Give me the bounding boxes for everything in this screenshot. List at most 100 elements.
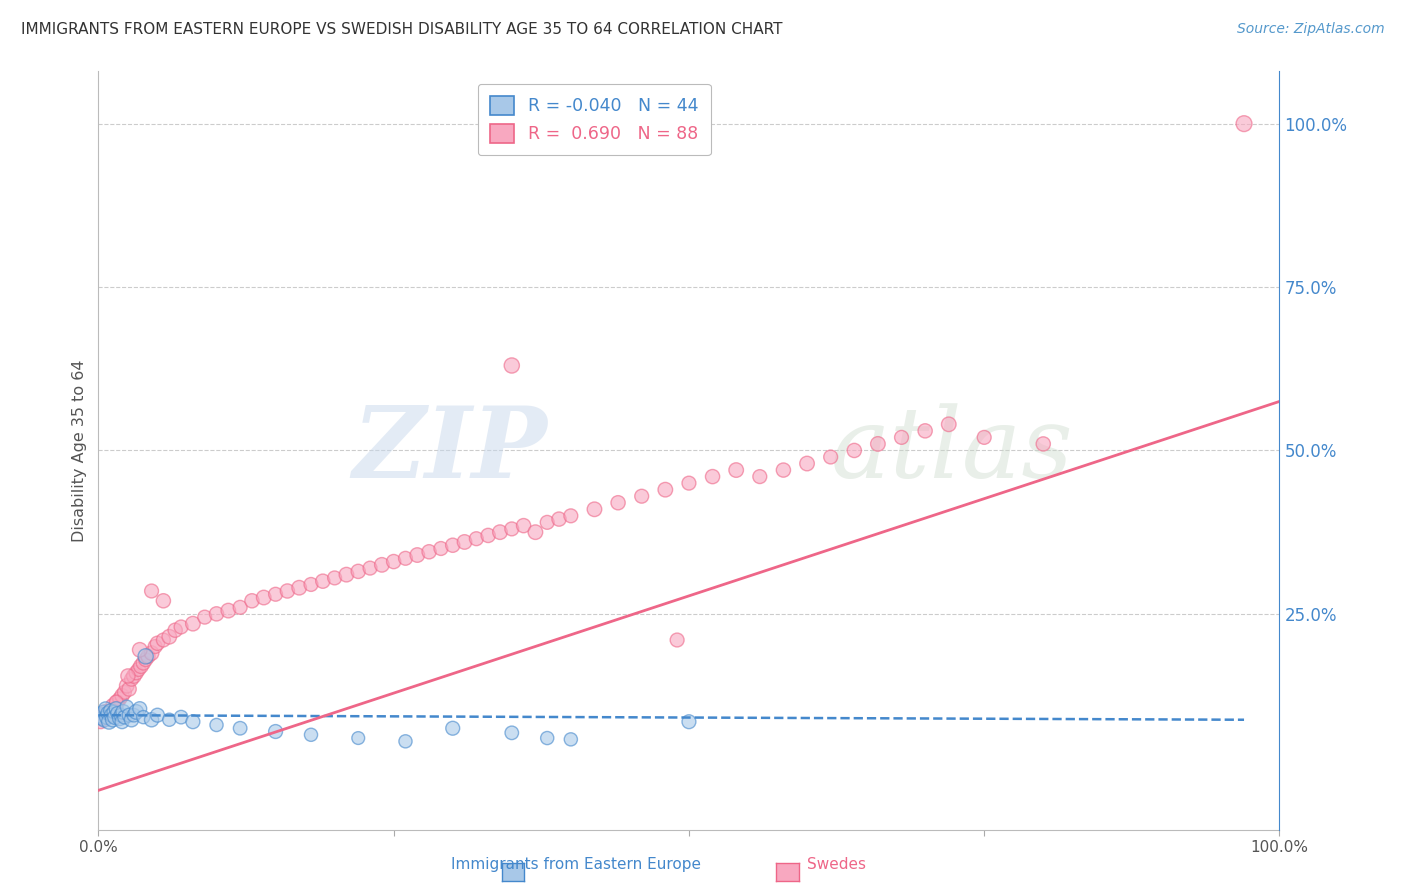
Point [108,711,131,725]
Point [536,731,558,745]
Point [128,701,150,715]
Point [96,710,118,724]
Point [394,734,416,748]
Point [796,457,818,471]
Point [170,620,193,634]
Point [146,708,169,723]
Point [512,518,534,533]
Point [105,695,128,709]
Point [630,489,652,503]
Point [90,708,112,723]
Point [93,713,115,727]
Point [105,706,128,721]
Point [772,463,794,477]
Point [205,718,228,732]
Point [335,567,357,582]
Point [347,731,370,745]
Point [141,646,163,660]
Point [165,624,187,638]
Point [111,689,134,703]
Point [441,721,464,735]
Point [112,710,135,724]
Point [110,708,132,723]
Point [205,607,228,621]
Point [141,713,163,727]
Point [93,711,115,725]
Point [194,610,217,624]
Point [104,710,127,724]
Point [112,705,135,719]
Point [1233,117,1256,131]
Text: Source: ZipAtlas.com: Source: ZipAtlas.com [1237,22,1385,37]
Point [101,713,124,727]
Point [94,705,117,719]
Point [536,516,558,530]
Text: Immigrants from Eastern Europe: Immigrants from Eastern Europe [451,857,702,872]
Point [117,669,139,683]
Point [146,636,169,650]
Point [112,685,135,699]
Text: atlas: atlas [831,403,1073,498]
Point [122,708,145,723]
Point [136,649,159,664]
Point [371,558,394,572]
Point [181,616,204,631]
Point [560,732,582,747]
Point [118,681,141,696]
Point [143,640,166,654]
Point [91,708,114,723]
Point [181,714,204,729]
Point [98,705,121,719]
Point [583,502,606,516]
Point [394,551,416,566]
Point [132,656,155,670]
Point [288,581,311,595]
Point [654,483,676,497]
Point [441,538,464,552]
Legend: R = -0.040   N = 44, R =  0.690   N = 88: R = -0.040 N = 44, R = 0.690 N = 88 [478,84,711,155]
Point [382,555,405,569]
Point [477,528,499,542]
Text: IMMIGRANTS FROM EASTERN EUROPE VS SWEDISH DISABILITY AGE 35 TO 64 CORRELATION CH: IMMIGRANTS FROM EASTERN EUROPE VS SWEDIS… [21,22,783,37]
Point [299,728,322,742]
Point [90,714,112,729]
Point [607,496,630,510]
Point [111,714,134,729]
Point [152,633,174,648]
Point [135,649,157,664]
Point [108,691,131,706]
Point [501,726,523,740]
Point [157,713,180,727]
Point [418,545,440,559]
Point [157,630,180,644]
Point [240,594,263,608]
Point [973,430,995,444]
Point [97,706,120,721]
Point [914,424,936,438]
Point [725,463,748,477]
Point [748,469,770,483]
Point [152,594,174,608]
Point [170,710,193,724]
Point [101,698,124,713]
Point [118,708,141,723]
Point [453,535,475,549]
Point [125,705,148,719]
Point [501,522,523,536]
Point [229,600,252,615]
Point [678,476,700,491]
Point [866,437,889,451]
Point [489,525,512,540]
Point [465,532,488,546]
Point [844,443,866,458]
Point [312,574,335,589]
Point [938,417,960,432]
Point [299,577,322,591]
Point [501,359,523,373]
Point [128,662,150,676]
Point [253,591,276,605]
Point [524,525,547,540]
Point [132,710,155,724]
Point [91,705,114,719]
Point [122,669,145,683]
